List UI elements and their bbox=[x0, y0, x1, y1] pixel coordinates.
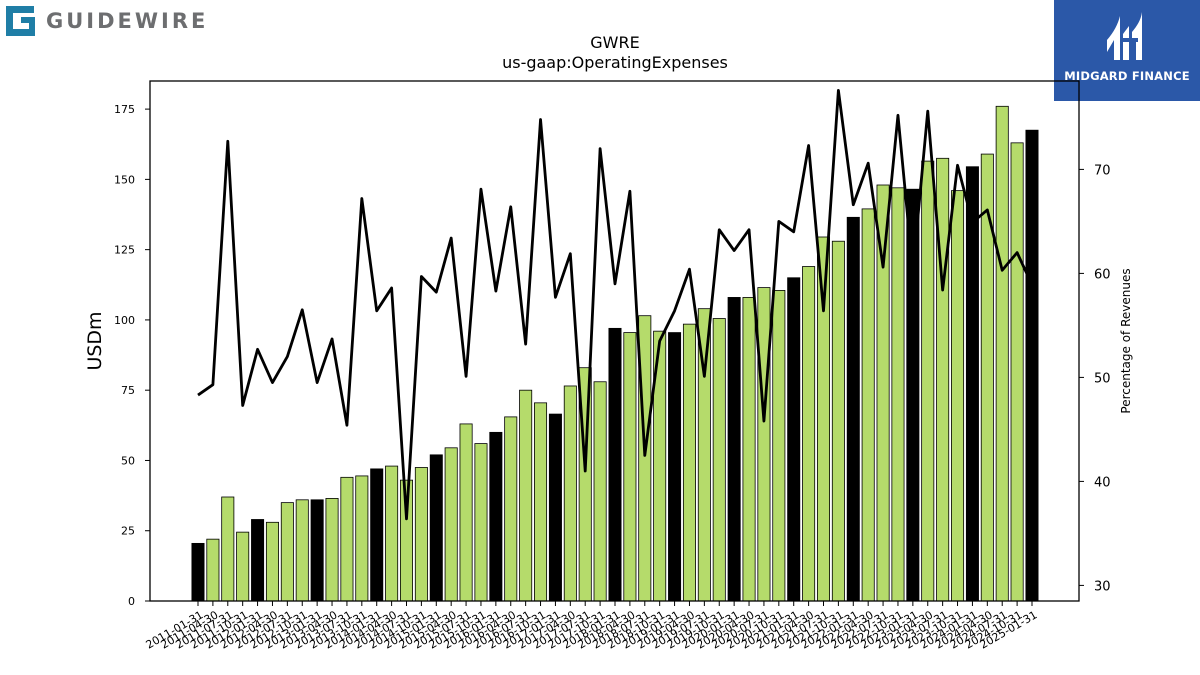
bar-fiscal-year bbox=[310, 499, 324, 602]
y-tick-label: 125 bbox=[114, 244, 135, 257]
bar-quarter bbox=[891, 187, 905, 602]
y-tick-label: 25 bbox=[121, 525, 135, 538]
bar-quarter bbox=[623, 332, 637, 602]
bar-quarter bbox=[295, 499, 309, 602]
bar-fiscal-year bbox=[429, 454, 443, 602]
bar-fiscal-year bbox=[548, 413, 562, 602]
bar-fiscal-year bbox=[489, 431, 503, 602]
percentage-line bbox=[197, 88, 1034, 521]
bar-quarter bbox=[444, 447, 458, 602]
bar-quarter bbox=[355, 475, 369, 602]
bar-quarter bbox=[951, 190, 965, 602]
bar-quarter bbox=[980, 153, 994, 602]
bar-quarter bbox=[280, 502, 294, 602]
bar-quarter bbox=[534, 402, 548, 602]
y-axis-label: USDm bbox=[84, 311, 106, 370]
bar-quarter bbox=[414, 467, 428, 602]
y-tick-label: 100 bbox=[114, 314, 135, 327]
bar-quarter bbox=[861, 208, 875, 602]
y-tick-label: 50 bbox=[121, 454, 135, 467]
bar-quarter bbox=[236, 531, 250, 602]
bar-fiscal-year bbox=[251, 519, 265, 602]
bar-fiscal-year bbox=[668, 332, 682, 602]
bar-quarter bbox=[682, 323, 696, 602]
chart-title: GWRE bbox=[590, 33, 639, 52]
bar-quarter bbox=[504, 416, 518, 602]
bar-quarter bbox=[325, 498, 339, 602]
line-series bbox=[197, 88, 1034, 521]
bar-quarter bbox=[593, 381, 607, 602]
bar-quarter bbox=[921, 160, 935, 602]
y-tick-label: 175 bbox=[114, 103, 135, 116]
badge-text: MIDGARD FINANCE bbox=[1064, 69, 1190, 83]
midgard-finance-badge: MIDGARD FINANCE bbox=[1054, 0, 1200, 101]
y-tick-label: 0 bbox=[128, 595, 135, 608]
y2-axis-label: Percentage of Revenues bbox=[1119, 268, 1133, 413]
y-tick-label: 150 bbox=[114, 173, 135, 186]
right-axis: 30 40 50 60 70 bbox=[1079, 163, 1111, 594]
bar-quarter bbox=[474, 443, 488, 602]
bar-quarter bbox=[265, 521, 279, 602]
bar-quarter bbox=[995, 105, 1009, 602]
bar-fiscal-year bbox=[727, 297, 741, 602]
y2-tick-label: 30 bbox=[1094, 579, 1111, 594]
bar-quarter bbox=[802, 266, 816, 602]
guidewire-logo-mark-icon bbox=[6, 6, 35, 36]
bar-fiscal-year bbox=[846, 216, 860, 602]
x-axis: 2011-01-312011-04-302011-07-312011-10-31… bbox=[144, 601, 1040, 652]
bar-fiscal-year bbox=[608, 327, 622, 602]
bar-quarter bbox=[563, 385, 577, 602]
guidewire-logo: GUIDEWIRE bbox=[4, 4, 208, 38]
bar-fiscal-year bbox=[965, 166, 979, 602]
y2-tick-label: 50 bbox=[1094, 371, 1111, 386]
bar-fiscal-year bbox=[191, 542, 205, 602]
bar-quarter bbox=[742, 297, 756, 602]
bar-quarter bbox=[1010, 142, 1024, 602]
bar-fiscal-year bbox=[906, 188, 920, 602]
y-tick-label: 75 bbox=[121, 384, 135, 397]
bar-fiscal-year bbox=[1025, 129, 1039, 602]
y2-tick-label: 40 bbox=[1094, 475, 1111, 490]
logo-text: GUIDEWIRE bbox=[46, 9, 209, 33]
bar-quarter bbox=[221, 496, 235, 602]
bar-fiscal-year bbox=[370, 468, 384, 602]
bar-quarter bbox=[712, 318, 726, 602]
bar-quarter bbox=[459, 423, 473, 602]
bar-quarter bbox=[831, 240, 845, 602]
bar-quarter bbox=[772, 290, 786, 602]
left-axis: 0 25 50 75 100 125 150 175 bbox=[114, 103, 150, 608]
chart-subtitle: us-gaap:OperatingExpenses bbox=[502, 53, 728, 72]
bar-quarter bbox=[876, 184, 890, 602]
y2-tick-label: 60 bbox=[1094, 267, 1111, 282]
y2-tick-label: 70 bbox=[1094, 163, 1111, 178]
midgard-logo-icon bbox=[1107, 12, 1142, 60]
bar-fiscal-year bbox=[787, 277, 801, 602]
bar-series bbox=[191, 105, 1039, 602]
bar-quarter bbox=[519, 389, 533, 602]
bar-quarter bbox=[206, 538, 220, 602]
bar-quarter bbox=[340, 476, 354, 602]
bar-quarter bbox=[385, 465, 399, 602]
bar-quarter bbox=[757, 287, 771, 602]
